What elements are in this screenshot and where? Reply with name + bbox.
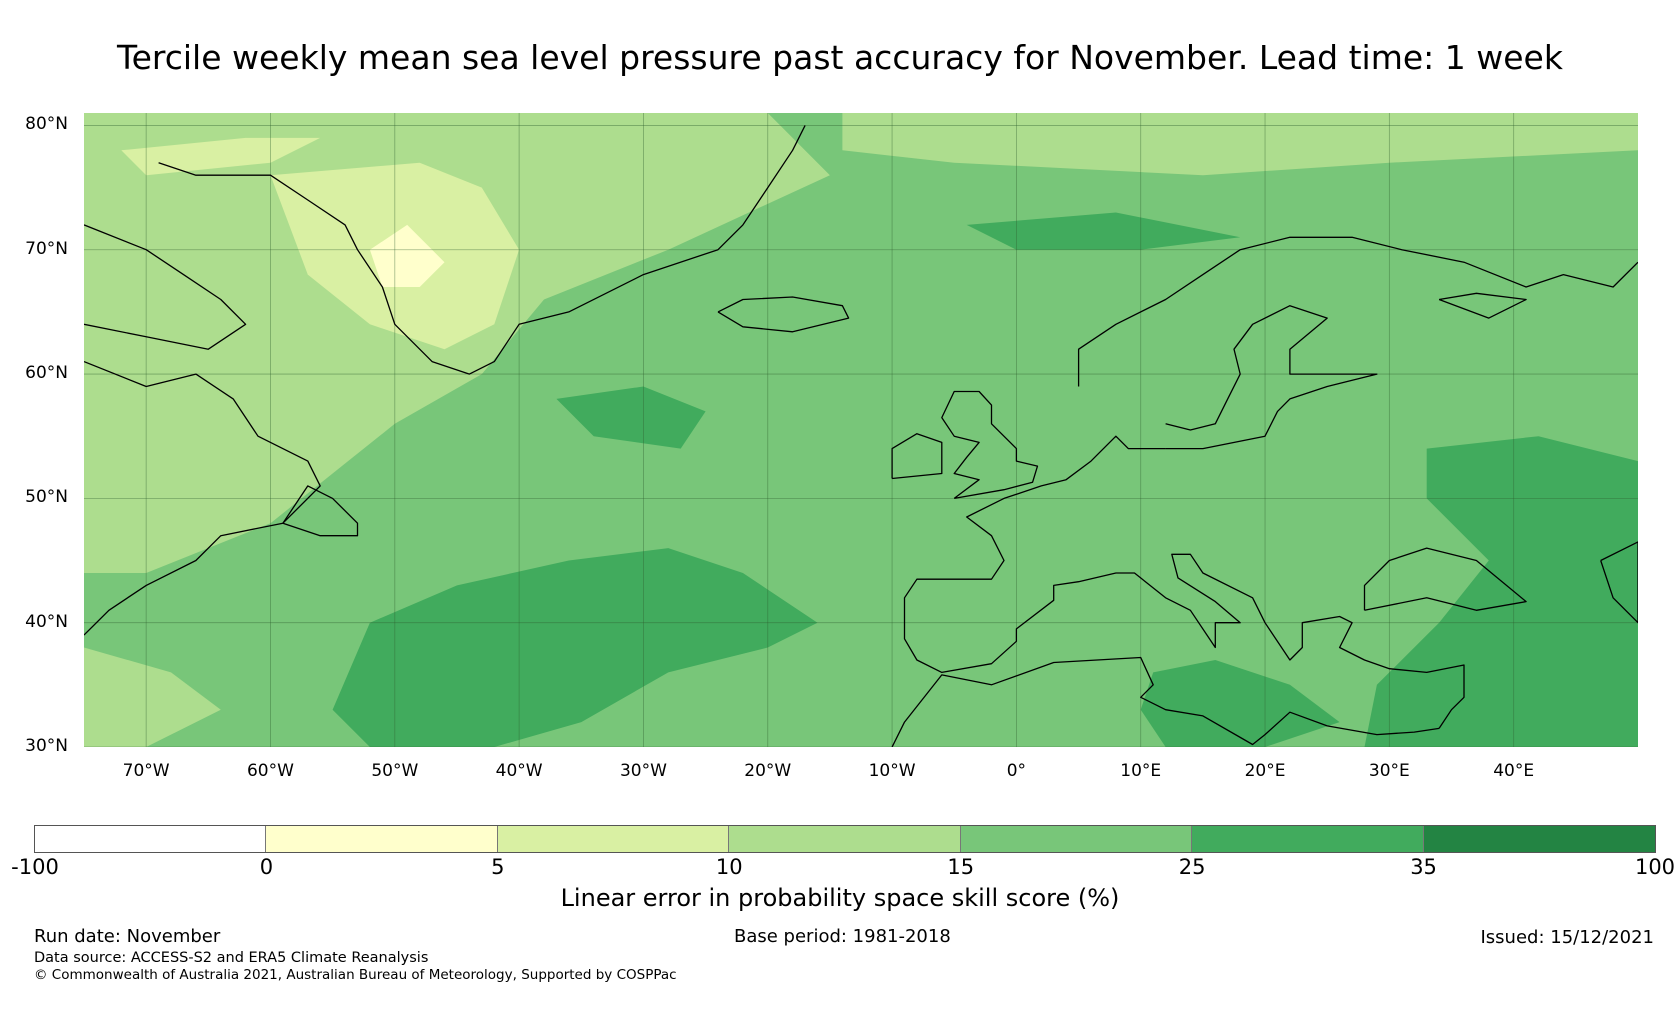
region-25-35-east: [1364, 436, 1638, 747]
region-0-5-greenland: [369, 224, 445, 287]
scandinavia-coast: [1077, 236, 1638, 387]
colorbar-tick-label: -100: [11, 855, 59, 879]
region-5-10-north: [121, 137, 321, 176]
coastlines: [84, 125, 1638, 747]
lat-label: 50°N: [25, 487, 68, 508]
run-date: Run date: November: [34, 926, 221, 947]
lat-label: 80°N: [25, 114, 68, 135]
issued-date: Issued: 15/12/2021: [1480, 927, 1654, 948]
colorbar-tick-label: 25: [1178, 855, 1206, 879]
lon-label: 40°W: [495, 761, 543, 781]
region-10-15-sw: [84, 647, 221, 747]
chart-title: Tercile weekly mean sea level pressure p…: [117, 38, 1563, 77]
colorbar-tick-label: 100: [1634, 855, 1676, 879]
data-source: Data source: ACCESS-S2 and ERA5 Climate …: [34, 950, 429, 966]
skill-regions: [84, 113, 1638, 747]
colorbar-segment: [729, 826, 961, 852]
lat-label: 30°N: [25, 736, 68, 756]
colorbar-segment: [1423, 826, 1655, 852]
colorbar-tick-label: 5: [491, 855, 505, 879]
baffin-coast: [84, 224, 247, 350]
copyright: © Commonwealth of Australia 2021, Austra…: [34, 967, 677, 983]
lon-label: 30°E: [1368, 761, 1410, 781]
map-canvas: [84, 113, 1638, 747]
colorbar-tick-label: 10: [715, 855, 743, 879]
black-sea-coast: [1363, 547, 1527, 611]
colorbar: [34, 825, 1656, 853]
newfoundland-coast: [282, 485, 359, 537]
lon-label: 20°W: [744, 761, 792, 781]
colorbar-segment: [266, 826, 498, 852]
colorbar-title: Linear error in probability space skill …: [560, 884, 1120, 912]
skill-score-map[interactable]: [84, 113, 1638, 747]
britain-coast: [941, 390, 1039, 500]
colorbar-segment: [497, 826, 730, 852]
graticule: [84, 113, 1638, 747]
region-10-15-nw: [84, 113, 830, 573]
lon-label: 40°E: [1493, 761, 1535, 781]
greenland-coast: [158, 125, 806, 375]
colorbar-tick-label: 35: [1410, 855, 1437, 879]
north-africa-coast: [891, 656, 1440, 747]
lat-label: 70°N: [25, 238, 68, 259]
lon-label: 20°E: [1244, 761, 1286, 781]
region-10-15-north: [842, 113, 1638, 176]
labrador-coast: [84, 360, 321, 636]
lon-label: 50°W: [371, 761, 419, 781]
lon-label: 10°W: [868, 761, 916, 781]
region-25-35-atlantic: [332, 548, 818, 747]
region-25-35-arctic: [966, 212, 1241, 250]
white-sea-coast: [1438, 292, 1527, 319]
region-25-35-midatl: [556, 386, 706, 449]
lon-label: 0°: [1006, 761, 1027, 781]
europe-west-coast: [903, 435, 1465, 729]
colorbar-segment: [1192, 826, 1424, 852]
colorbar-tick-label: 15: [947, 855, 975, 879]
colorbar-segment: [35, 826, 267, 852]
lon-label: 10°E: [1120, 761, 1162, 781]
lat-label: 60°N: [25, 363, 68, 384]
baltic-coast: [1165, 305, 1378, 450]
iceland-coast: [717, 296, 850, 333]
colorbar-tick-label: 0: [259, 855, 274, 879]
lon-label: 70°W: [122, 761, 170, 781]
ireland-coast: [891, 433, 943, 480]
region-25-35-med: [1140, 660, 1340, 747]
lon-label: 60°W: [246, 761, 294, 781]
base-period: Base period: 1981-2018: [734, 926, 951, 947]
lat-label: 40°N: [25, 611, 68, 632]
caspian-coast: [1600, 541, 1638, 624]
lon-label: 30°W: [619, 761, 667, 781]
colorbar-segment: [960, 826, 1193, 852]
